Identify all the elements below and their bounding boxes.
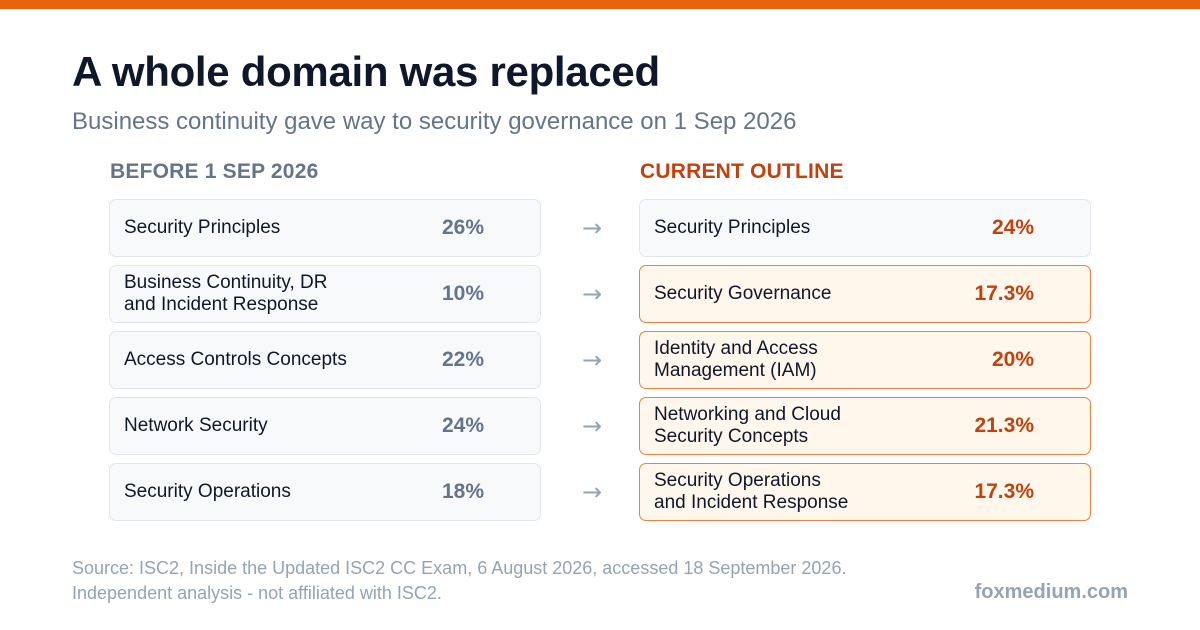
before-domain-card: Access Controls Concepts 22% — [109, 331, 541, 389]
before-domain-label: Security Principles — [124, 217, 281, 238]
current-domain-label: Networking and Cloud Security Concepts — [654, 404, 841, 447]
page-title: A whole domain was replaced — [72, 48, 660, 95]
current-domain-card-changed: Networking and Cloud Security Concepts 2… — [639, 397, 1091, 455]
before-domain-card: Network Security 24% — [109, 397, 541, 455]
current-domain-weight: 24% — [991, 216, 1034, 239]
current-domain-label: Security Principles — [654, 217, 811, 238]
before-domain-weight: 26% — [441, 216, 484, 239]
comparison-row: Network Security 24% → Networking and Cl… — [0, 397, 1200, 455]
current-domain-card-changed: Identity and Access Management (IAM) 20% — [639, 331, 1091, 389]
top-accent-bar — [0, 0, 1200, 9]
current-domain-card: Security Principles 24% — [639, 199, 1091, 257]
domain-comparison-list: Security Principles 26% → Security Princ… — [0, 199, 1200, 529]
arrow-right-icon: → — [582, 412, 603, 440]
page-subtitle: Business continuity gave way to security… — [72, 108, 797, 135]
arrow-right-icon: → — [582, 280, 603, 308]
current-domain-weight: 20% — [991, 348, 1034, 371]
disclaimer-text: Independent analysis - not affiliated wi… — [72, 583, 442, 603]
comparison-row: Security Principles 26% → Security Princ… — [0, 199, 1200, 257]
arrow-right-icon: → — [582, 214, 603, 242]
before-domain-label: Network Security — [124, 415, 268, 436]
comparison-row: Access Controls Concepts 22% → Identity … — [0, 331, 1200, 389]
comparison-row: Security Operations 18% → Security Opera… — [0, 463, 1200, 521]
current-domain-label: Security Governance — [654, 283, 832, 304]
before-domain-card: Business Continuity, DR and Incident Res… — [109, 265, 541, 323]
current-domain-card-changed: Security Operations and Incident Respons… — [639, 463, 1091, 521]
before-domain-weight: 18% — [441, 480, 484, 503]
current-column-heading: CURRENT OUTLINE — [640, 160, 844, 183]
before-domain-card: Security Operations 18% — [109, 463, 541, 521]
before-domain-weight: 22% — [441, 348, 484, 371]
current-domain-weight: 21.3% — [974, 414, 1034, 437]
arrow-right-icon: → — [582, 346, 603, 374]
before-domain-weight: 24% — [441, 414, 484, 437]
current-domain-label: Security Operations and Incident Respons… — [654, 470, 849, 513]
arrow-right-icon: → — [582, 478, 603, 506]
before-column-heading: BEFORE 1 SEP 2026 — [110, 160, 319, 183]
before-domain-label: Business Continuity, DR and Incident Res… — [124, 272, 328, 315]
before-domain-label: Security Operations — [124, 481, 291, 502]
source-note: Source: ISC2, Inside the Updated ISC2 CC… — [72, 556, 846, 606]
before-domain-card: Security Principles 26% — [109, 199, 541, 257]
current-domain-weight: 17.3% — [974, 480, 1034, 503]
before-domain-weight: 10% — [441, 282, 484, 305]
comparison-row: Business Continuity, DR and Incident Res… — [0, 265, 1200, 323]
source-citation: Source: ISC2, Inside the Updated ISC2 CC… — [72, 558, 847, 578]
current-domain-weight: 17.3% — [974, 282, 1034, 305]
before-domain-label: Access Controls Concepts — [124, 349, 347, 370]
current-domain-card-changed: Security Governance 17.3% — [639, 265, 1091, 323]
current-domain-label: Identity and Access Management (IAM) — [654, 338, 818, 381]
brand-wordmark: foxmedium.com — [974, 581, 1128, 603]
